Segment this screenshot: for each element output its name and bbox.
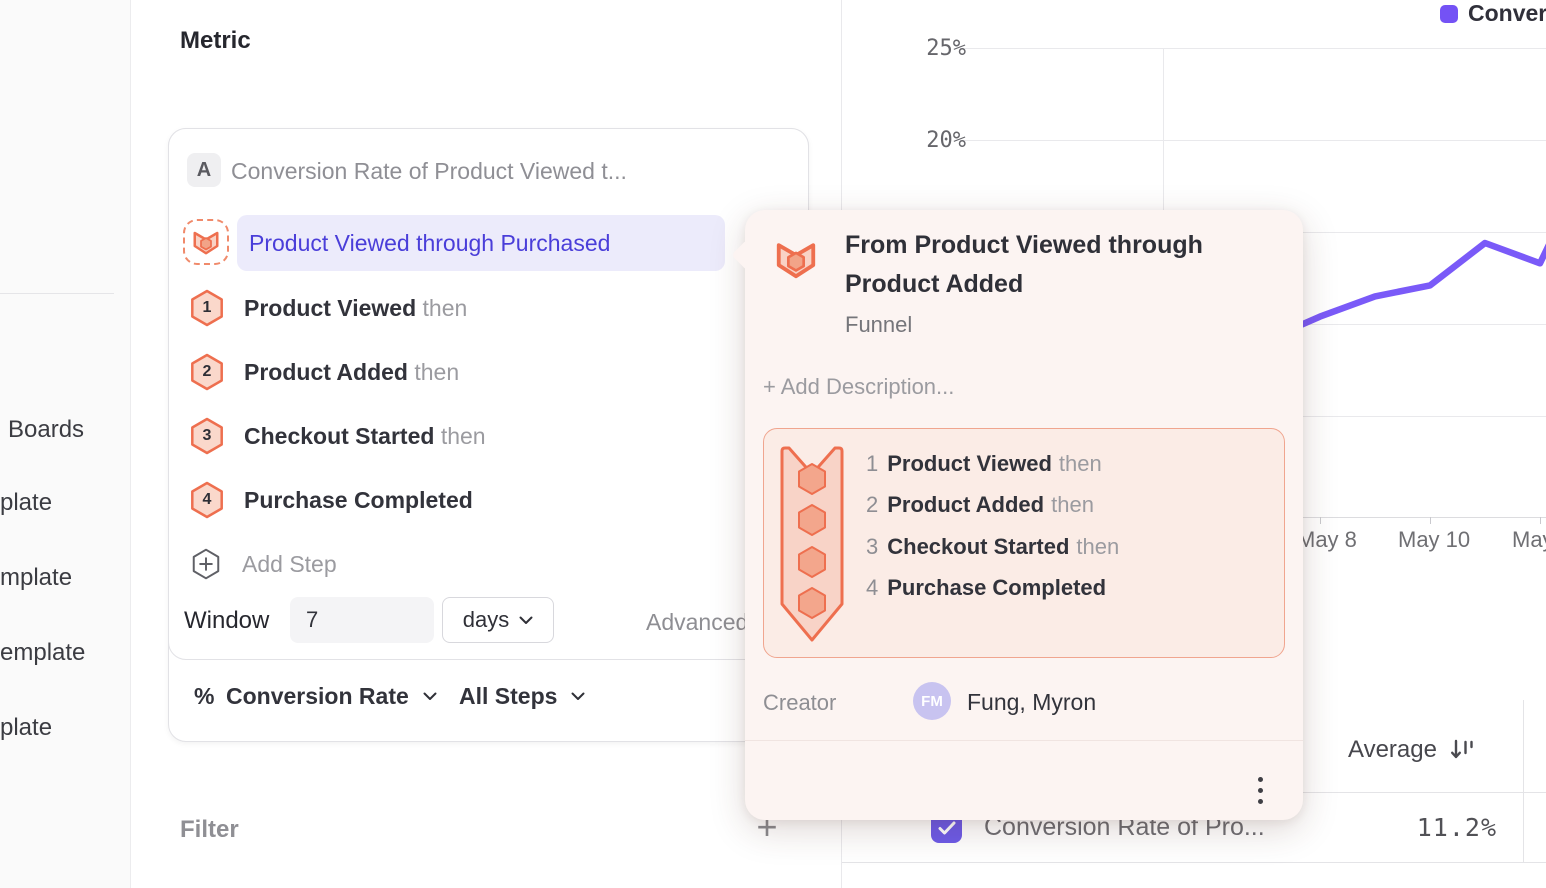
step-3-connector: then bbox=[440, 422, 486, 449]
step-2-hexagon-badge: 2 bbox=[190, 353, 224, 391]
metric-card: A Conversion Rate of Product Viewed t...… bbox=[168, 128, 809, 742]
sidebar-item-template-2[interactable]: mplate bbox=[0, 564, 73, 591]
table-row-border bbox=[842, 862, 1546, 863]
table-column-divider bbox=[1523, 700, 1524, 862]
average-header-label: Average bbox=[1348, 736, 1437, 763]
conversion-line bbox=[1261, 239, 1546, 344]
add-step-label: Add Step bbox=[242, 550, 337, 577]
step-3-hexagon-badge: 3 bbox=[190, 417, 224, 455]
gridline-25 bbox=[960, 48, 1546, 49]
funnel-icon bbox=[773, 236, 819, 287]
average-column-header[interactable]: Average bbox=[1348, 736, 1475, 764]
popover-step-3: 3 Checkout Started then bbox=[866, 534, 1120, 559]
chevron-down-icon bbox=[423, 692, 437, 700]
legend-swatch bbox=[1440, 4, 1458, 23]
funnel-step-row-3[interactable]: 3 Checkout Started then bbox=[190, 417, 750, 455]
percent-symbol: % bbox=[194, 683, 215, 709]
step-3-number: 3 bbox=[202, 427, 212, 444]
metric-card-footer: % Conversion Rate All Steps bbox=[169, 659, 806, 741]
funnel-details-popover: From Product Viewed through Product Adde… bbox=[745, 210, 1303, 820]
kebab-menu-icon[interactable] bbox=[1245, 768, 1275, 812]
funnel-step-row-4[interactable]: 4 Purchase Completed bbox=[190, 481, 750, 519]
series-title[interactable]: Conversion Rate of Product Viewed t... bbox=[231, 158, 627, 184]
step-1-hexagon-badge: 1 bbox=[190, 289, 224, 327]
window-value-input[interactable] bbox=[290, 597, 434, 643]
popover-step-1: 1 Product Viewed then bbox=[866, 451, 1102, 476]
y-axis-label-20: 20% bbox=[926, 128, 966, 153]
x-axis-label-may10: May 10 bbox=[1398, 527, 1471, 552]
window-unit-value: days bbox=[462, 607, 510, 632]
table-row-average-value: 11.2% bbox=[1416, 813, 1497, 842]
chevron-down-icon bbox=[519, 616, 533, 624]
step-4-hexagon-badge: 4 bbox=[190, 481, 224, 519]
creator-name: Fung, Myron bbox=[967, 689, 1097, 715]
metric-query-panel: A Conversion Rate of Product Viewed t...… bbox=[168, 128, 809, 660]
measure-dropdown-value: Conversion Rate bbox=[226, 683, 409, 709]
step-1-number: 1 bbox=[202, 299, 212, 316]
popover-divider bbox=[745, 740, 1303, 741]
y-axis-label-25: 25% bbox=[926, 36, 966, 61]
filter-section-heading: Filter bbox=[180, 816, 239, 843]
steps-scope-value: All Steps bbox=[459, 683, 558, 709]
window-unit-select[interactable]: days bbox=[442, 597, 554, 643]
popover-step-4: 4 Purchase Completed bbox=[866, 575, 1107, 600]
step-4-name: Purchase Completed bbox=[244, 486, 473, 513]
step-2-connector: then bbox=[414, 358, 460, 385]
series-a-badge: A bbox=[187, 153, 221, 187]
steps-scope-dropdown[interactable]: All Steps bbox=[459, 683, 585, 710]
chart-legend[interactable]: Conver bbox=[1440, 0, 1546, 27]
chevron-down-icon bbox=[571, 692, 585, 700]
step-2-name: Product Added bbox=[244, 358, 408, 385]
step-1-name: Product Viewed bbox=[244, 294, 417, 321]
funnel-step-row-1[interactable]: 1 Product Viewed then bbox=[190, 289, 750, 327]
add-step-button[interactable]: Add Step bbox=[190, 547, 750, 581]
window-label: Window bbox=[184, 607, 270, 634]
step-4-number: 4 bbox=[202, 491, 212, 508]
step-2-number: 2 bbox=[202, 363, 212, 380]
sidebar-divider bbox=[0, 293, 114, 294]
funnel-steps-card: 1 Product Viewed then 2 Product Added then 3… bbox=[763, 428, 1285, 658]
funnel-ribbon-icon bbox=[780, 446, 844, 642]
checkmark-icon bbox=[938, 821, 955, 834]
step-1-connector: then bbox=[422, 294, 468, 321]
popover-type-label: Funnel bbox=[845, 312, 913, 337]
funnel-icon bbox=[193, 231, 219, 255]
legend-label: Conver bbox=[1468, 0, 1546, 26]
add-step-hexagon-plus-icon bbox=[190, 547, 222, 581]
sort-descending-icon bbox=[1450, 739, 1473, 759]
advanced-toggle[interactable]: Advanced bbox=[646, 609, 749, 635]
x-tick-may12 bbox=[1540, 517, 1541, 524]
popover-step-2: 2 Product Added then bbox=[866, 492, 1094, 517]
selected-funnel-label: Product Viewed through Purchased bbox=[249, 229, 611, 256]
creator-label: Creator bbox=[763, 690, 837, 715]
x-axis-label-may8: May 8 bbox=[1297, 527, 1357, 552]
selected-funnel-row[interactable]: Product Viewed through Purchased bbox=[237, 215, 725, 271]
step-3-name: Checkout Started bbox=[244, 422, 435, 449]
funnel-step-row-2[interactable]: 2 Product Added then bbox=[190, 353, 750, 391]
add-description-button[interactable]: + Add Description... bbox=[763, 374, 955, 399]
funnel-metric-icon[interactable] bbox=[183, 219, 229, 265]
sidebar-item-template-3[interactable]: emplate bbox=[0, 639, 86, 666]
sidebar bbox=[0, 0, 131, 888]
sidebar-item-template-4[interactable]: plate bbox=[0, 714, 53, 741]
popover-title: From Product Viewed through Product Adde… bbox=[845, 231, 1203, 298]
x-tick-may10 bbox=[1430, 517, 1431, 524]
x-tick-may8 bbox=[1320, 517, 1321, 524]
gridline-20 bbox=[960, 140, 1546, 141]
creator-avatar: FM bbox=[913, 682, 951, 720]
x-axis-label-may12: May 12 bbox=[1512, 527, 1546, 552]
sidebar-item-boards[interactable]: Boards bbox=[8, 416, 85, 443]
measure-dropdown[interactable]: Conversion Rate bbox=[226, 683, 437, 710]
metric-section-heading: Metric bbox=[180, 27, 251, 54]
sidebar-item-template-1[interactable]: plate bbox=[0, 489, 53, 516]
